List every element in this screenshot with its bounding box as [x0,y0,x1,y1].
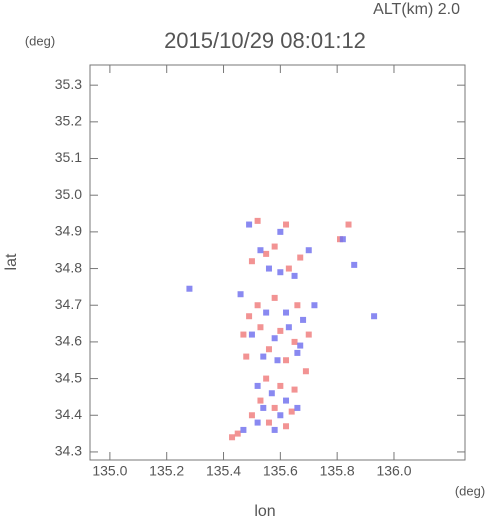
data-point [271,426,278,433]
x-tick-label: 135.2 [149,463,184,479]
data-point [371,313,378,320]
data-point [237,291,244,298]
data-point [351,261,358,268]
data-point [283,357,290,364]
data-point [288,408,295,415]
data-point [240,426,247,433]
data-point [305,247,312,254]
data-point [248,412,255,419]
data-point [186,285,193,292]
data-point [297,342,304,349]
x-tick-label: 135.0 [92,463,127,479]
y-tick-label: 34.5 [55,369,82,385]
data-point [283,397,290,404]
data-point [305,331,312,338]
x-tick-label: 135.8 [320,463,355,479]
x-unit: (deg) [455,483,485,498]
y-tick-label: 34.9 [55,223,82,239]
data-point [229,434,236,441]
x-tick-label: 135.6 [263,463,298,479]
x-tick-label: 136.0 [376,463,411,479]
data-point [240,331,247,338]
data-point [257,247,264,254]
y-tick-label: 34.7 [55,296,82,312]
data-point [260,404,267,411]
data-point [271,335,278,342]
data-point [285,324,292,331]
data-point [291,386,298,393]
y-axis-label: lat [3,253,20,270]
data-point [345,221,352,228]
data-point [294,349,301,356]
y-tick-label: 35.3 [55,76,82,92]
data-point [285,265,292,272]
y-tick-label: 34.4 [55,406,82,422]
data-point [294,302,301,309]
data-point [254,217,261,224]
data-point [283,423,290,430]
y-unit: (deg) [25,33,55,48]
data-point [257,324,264,331]
data-point [339,236,346,243]
data-point [300,316,307,323]
data-point [243,353,250,360]
data-point [265,265,272,272]
data-point [254,419,261,426]
data-point [283,309,290,316]
data-point [248,331,255,338]
chart-title: 2015/10/29 08:01:12 [164,28,366,53]
data-point [277,327,284,334]
y-tick-label: 35.1 [55,149,82,165]
data-point [246,221,253,228]
data-point [271,404,278,411]
data-point [277,269,284,276]
x-tick-label: 135.4 [206,463,241,479]
data-point [271,243,278,250]
data-point [283,221,290,228]
data-point [311,302,318,309]
data-point [263,250,270,257]
data-point [274,357,281,364]
data-point [291,272,298,279]
data-point [277,412,284,419]
data-point [254,382,261,389]
data-point [260,353,267,360]
data-point [265,419,272,426]
data-point [297,254,304,261]
chart-subtitle: ALT(km) 2.0 [373,1,460,18]
data-point [294,404,301,411]
data-point [246,313,253,320]
data-point [263,309,270,316]
data-point [248,258,255,265]
data-point [234,430,241,437]
data-point [302,368,309,375]
plot-frame [89,64,466,461]
data-point [277,228,284,235]
data-point [254,302,261,309]
y-tick-label: 34.6 [55,333,82,349]
x-axis-label: lon [254,503,275,520]
data-point [291,338,298,345]
data-point [277,382,284,389]
y-tick-label: 35.2 [55,113,82,129]
data-point [257,397,264,404]
data-point [268,390,275,397]
data-point [265,346,272,353]
y-tick-label: 35.0 [55,186,82,202]
data-point [271,294,278,301]
y-tick-label: 34.8 [55,259,82,275]
y-tick-label: 34.3 [55,443,82,459]
data-point [263,375,270,382]
